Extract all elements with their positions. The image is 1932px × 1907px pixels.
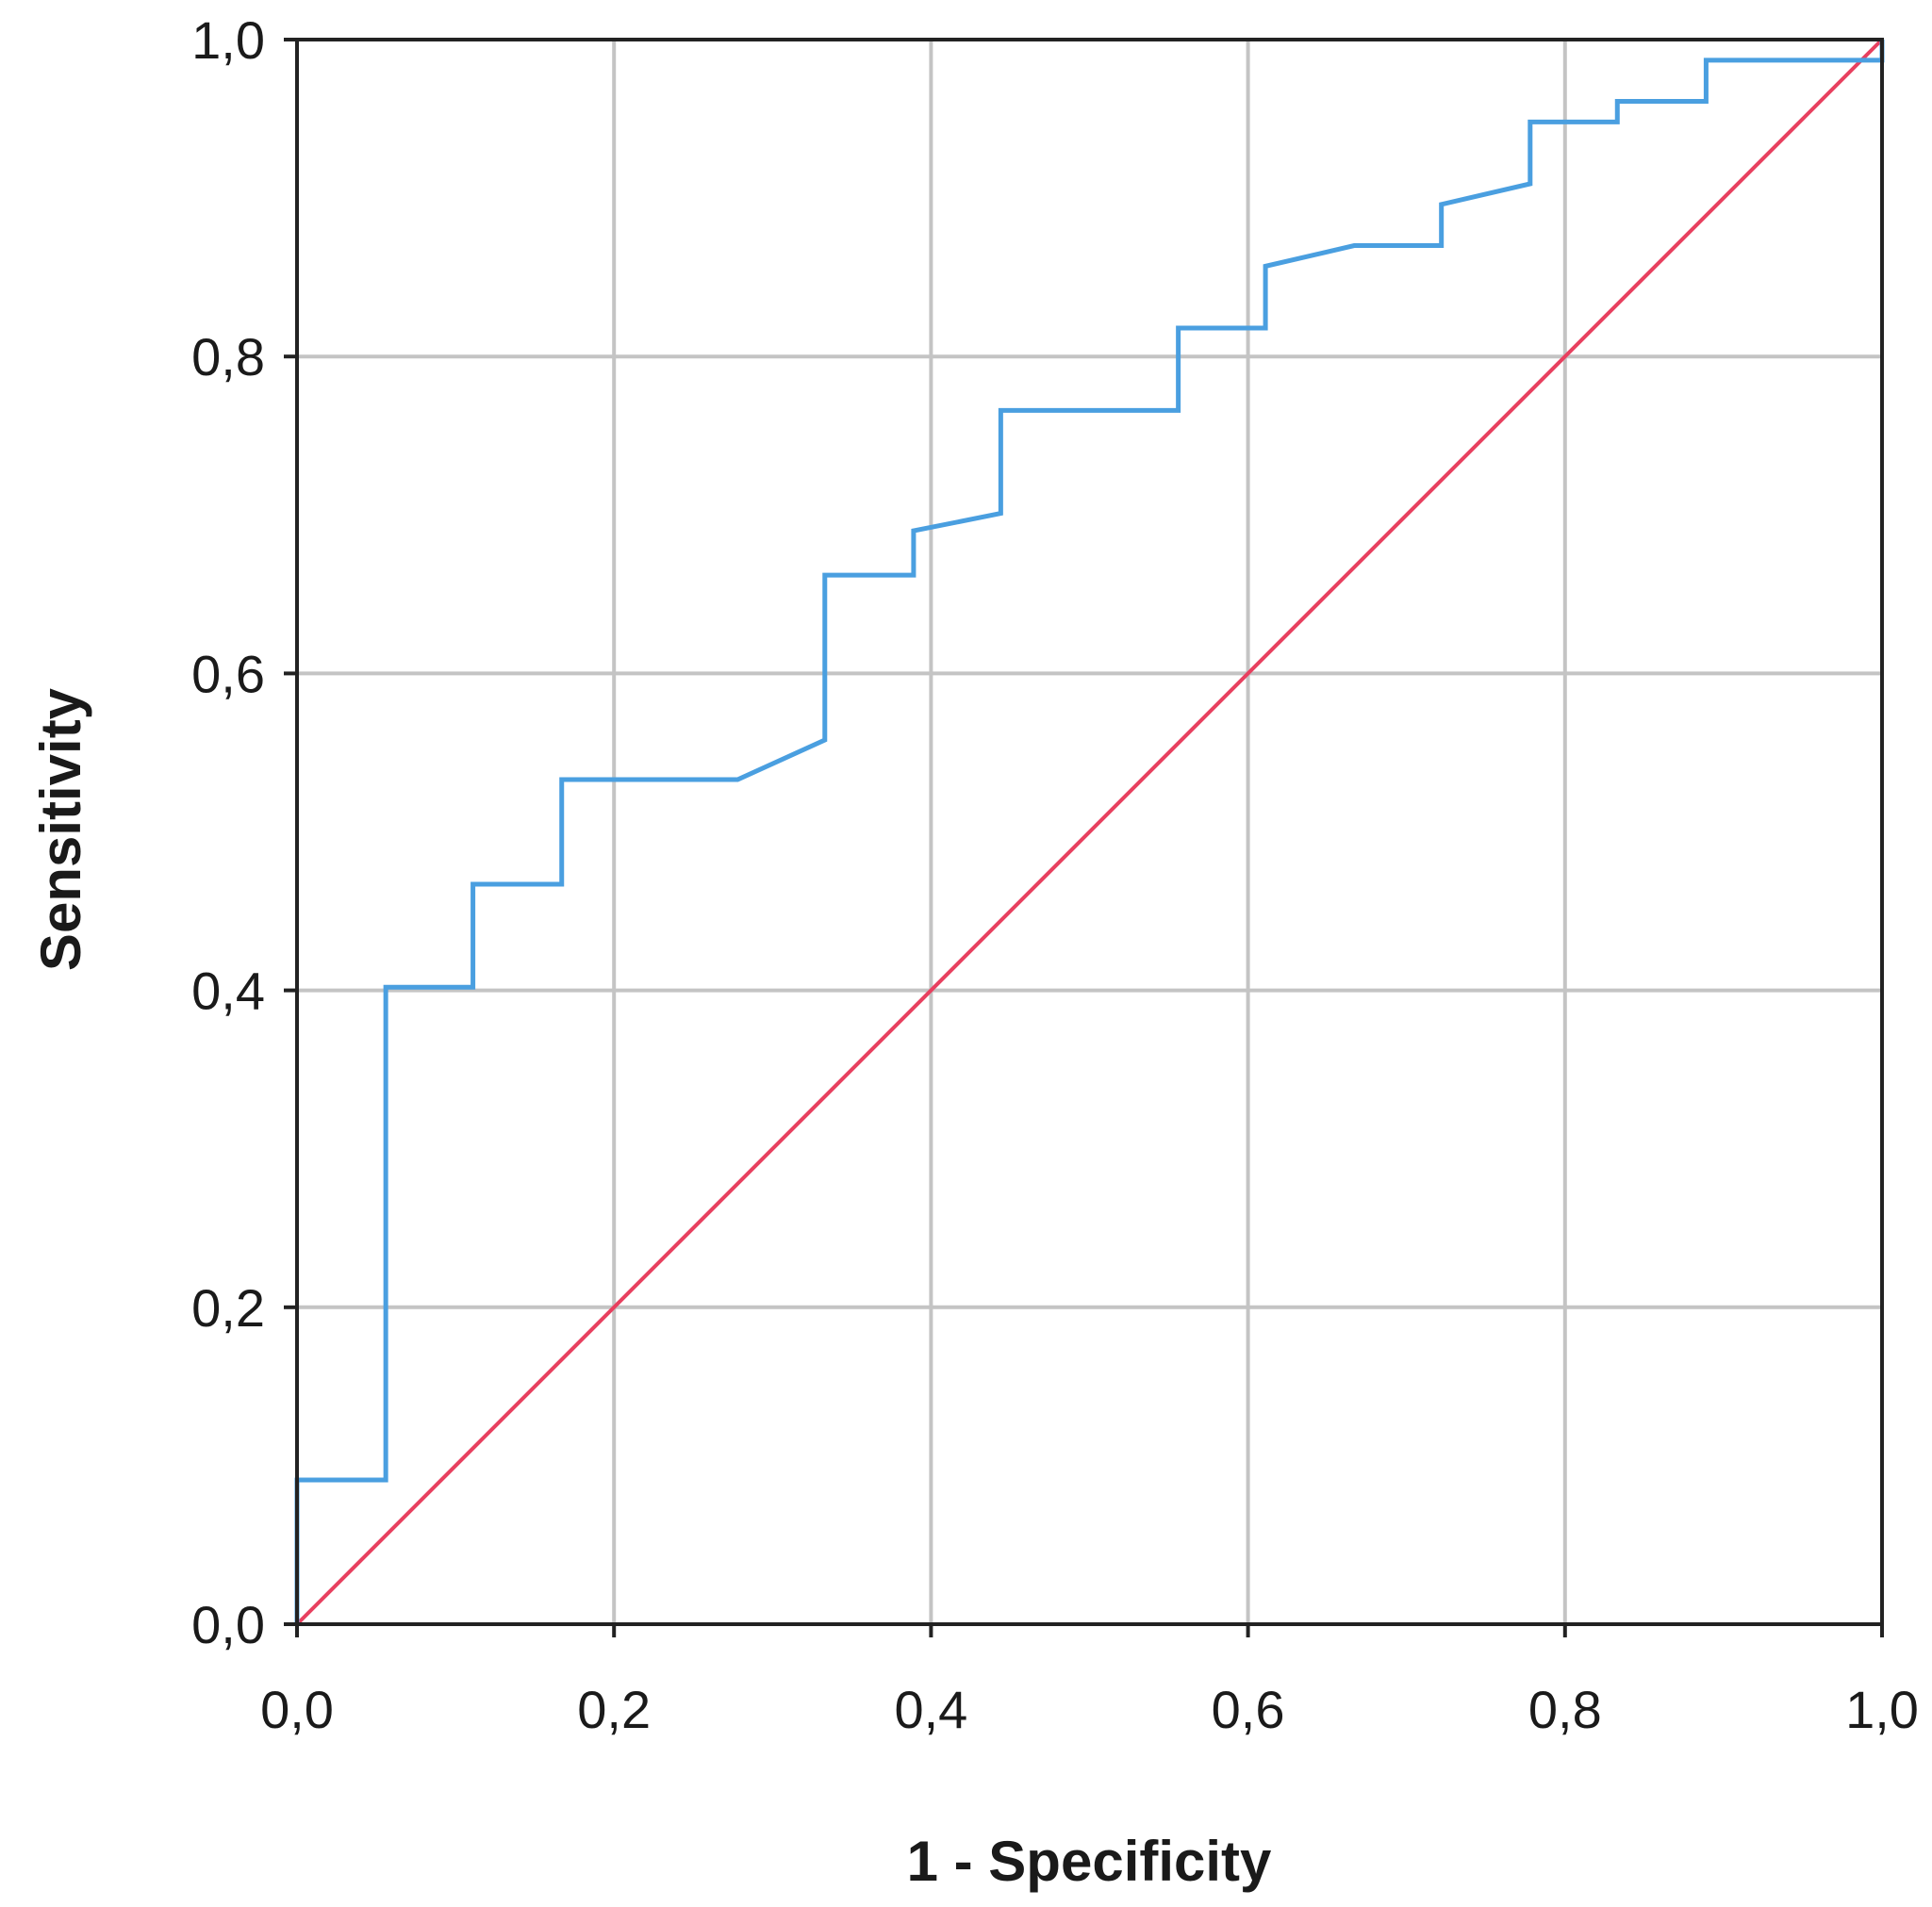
- y-tick-label: 0,4: [191, 962, 265, 1021]
- plot-frame: [295, 38, 1884, 1626]
- x-tick-label: 0,4: [894, 1680, 967, 1739]
- x-tick-label: 0,8: [1528, 1680, 1602, 1739]
- series-layer: [294, 38, 1885, 1626]
- x-tick-label: 1,0: [1845, 1680, 1919, 1739]
- y-tick-label: 0,6: [191, 644, 265, 703]
- y-tick-label: 0,2: [191, 1278, 265, 1338]
- y-tick-label: 1,0: [191, 10, 265, 70]
- roc-curve-line: [294, 40, 1885, 1624]
- axis-ticks: 0,0 0,2 0,4 0,6 0,8 1,0 0,0 0,2 0,4 0,6 0,8 1,0: [191, 10, 1919, 1739]
- x-tick-label: 0,6: [1212, 1680, 1285, 1739]
- x-tick-label: 0,0: [260, 1680, 334, 1739]
- y-tick-label: 0,8: [191, 327, 265, 386]
- y-axis-title: Sensitivity: [29, 687, 92, 971]
- reference-line: [295, 38, 1884, 1626]
- x-axis-title: 1 - Specificity: [907, 1830, 1272, 1893]
- y-tick-label: 0,0: [191, 1595, 265, 1654]
- x-tick-label: 0,2: [577, 1680, 651, 1739]
